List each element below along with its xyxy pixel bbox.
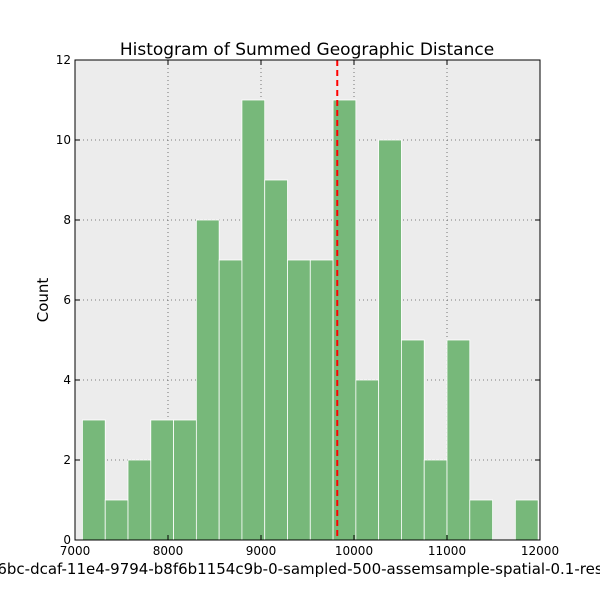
chart-title: Histogram of Summed Geographic Distance: [120, 40, 494, 60]
x-tick-label: 11000: [428, 544, 466, 558]
histogram-bar: [514, 499, 539, 541]
y-tick-labels: 0 2 4 6 8 10 12: [56, 53, 71, 547]
histogram-bar: [218, 259, 243, 541]
x-tick-label: 12000: [521, 544, 559, 558]
x-tick-labels: 7000 8000 9000 10000 11000 12000: [60, 544, 559, 558]
x-tick-label: 8000: [153, 544, 184, 558]
axis-ticks: [74, 59, 541, 541]
histogram-bar: [264, 179, 288, 541]
histogram-bar: [104, 499, 129, 541]
y-tick-label: 0: [63, 533, 71, 547]
histogram-bar: [150, 419, 174, 541]
y-tick-label: 2: [63, 453, 71, 467]
x-tick-label: 7000: [60, 544, 91, 558]
histogram-bar: [401, 339, 425, 541]
x-tick-label: 9000: [246, 544, 277, 558]
histogram-bar: [173, 419, 197, 541]
x-axis-label: 6bc-dcaf-11e4-9794-b8f6b1154c9b-0-sample…: [0, 560, 600, 578]
histogram-bars: [82, 99, 539, 541]
histogram-bar: [287, 259, 311, 541]
y-tick-label: 10: [56, 133, 71, 147]
y-tick-label: 4: [63, 373, 71, 387]
histogram-bar: [309, 259, 334, 541]
histogram-bar: [378, 139, 402, 541]
histogram-bar: [469, 499, 493, 541]
x-tick-label: 10000: [335, 544, 373, 558]
histogram-bar: [446, 339, 471, 541]
histogram-bar: [423, 459, 448, 541]
histogram-bar: [195, 219, 220, 541]
y-tick-label: 8: [63, 213, 71, 227]
histogram-bar: [82, 419, 106, 541]
y-tick-label: 12: [56, 53, 71, 67]
histogram-bar: [127, 459, 152, 541]
histogram-bar: [241, 99, 266, 541]
histogram-bar: [355, 379, 380, 541]
y-axis-label: Count: [34, 278, 52, 323]
y-tick-label: 6: [63, 293, 71, 307]
